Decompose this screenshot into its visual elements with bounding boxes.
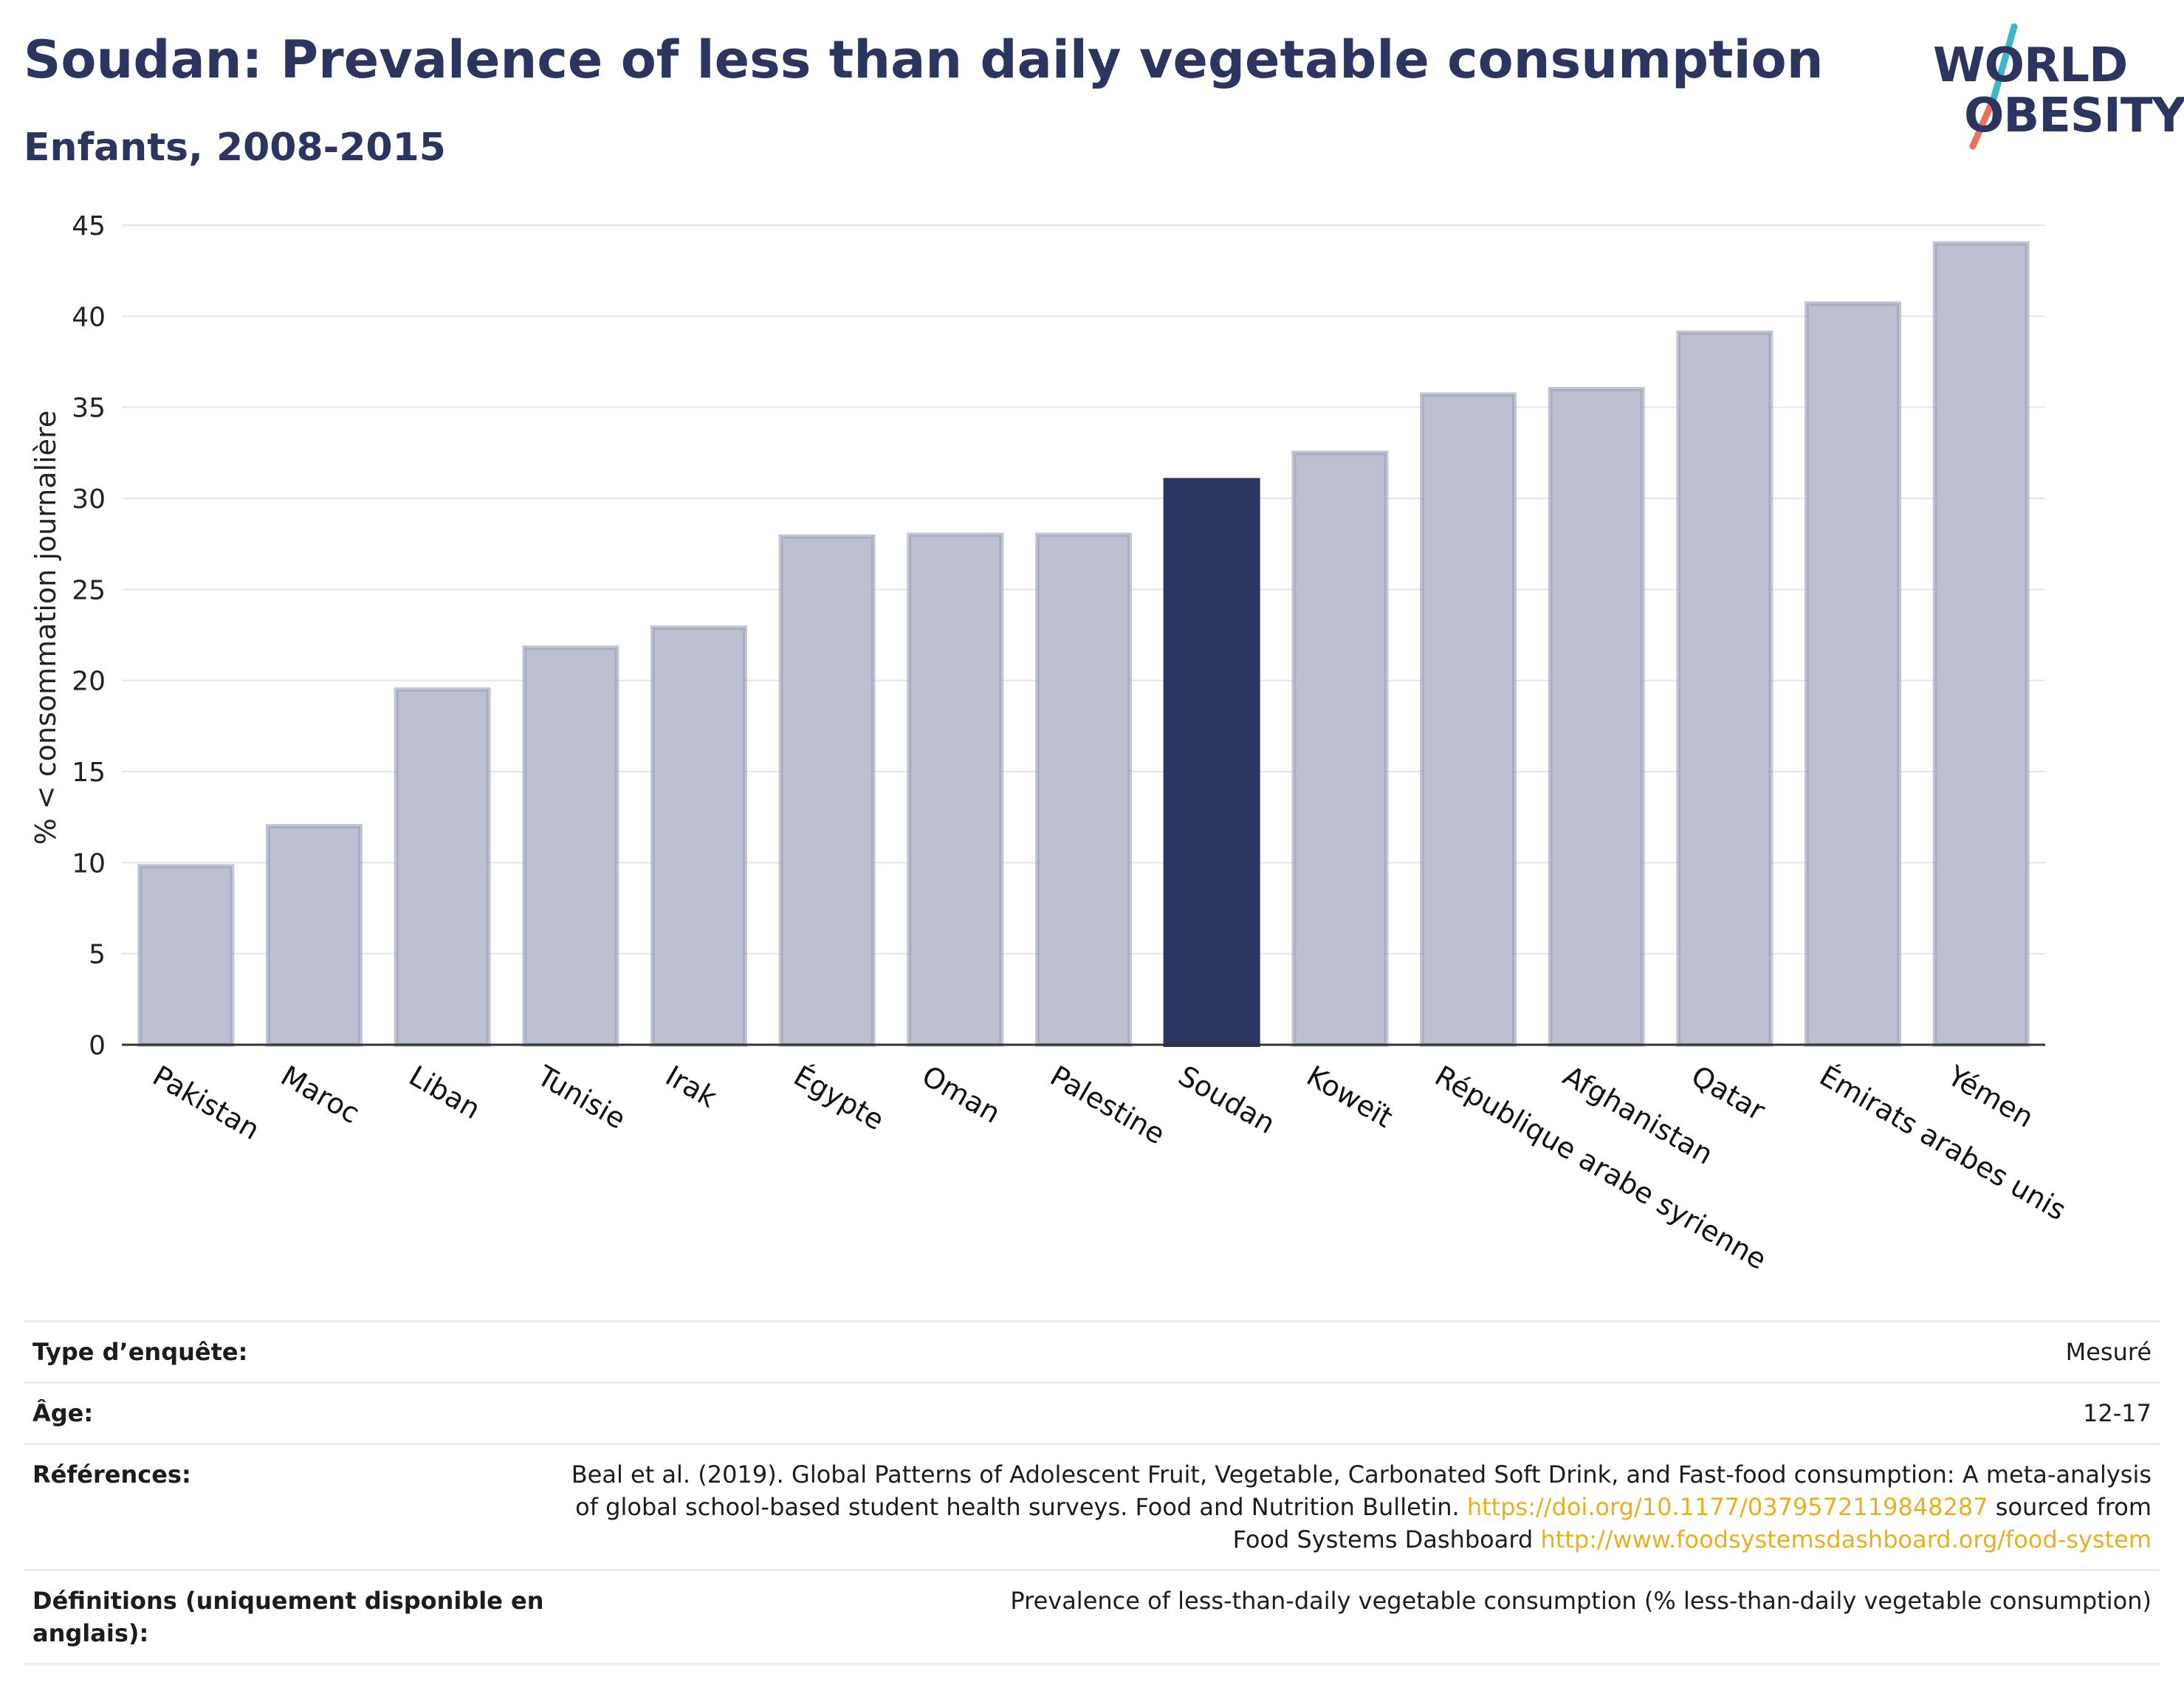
y-tick-label: 35 — [72, 394, 106, 424]
bar — [1291, 450, 1389, 1047]
reference-text: Beal et al. (2019). Global Patterns of A… — [571, 1460, 2152, 1521]
table-row-age: Âge: 12-17 — [24, 1381, 2160, 1443]
table-row-references: Références: Beal et al. (2019). Global P… — [24, 1443, 2160, 1569]
y-tick-label: 45 — [72, 211, 106, 241]
y-tick-label: 40 — [72, 302, 106, 332]
logo-slash-icon — [1969, 23, 2018, 150]
x-tick-label: Koweït — [1301, 1060, 1398, 1134]
doi-link[interactable]: https://doi.org/10.1177/0379572119848287 — [1466, 1493, 1988, 1521]
x-tick-label: Irak — [660, 1060, 722, 1114]
x-tick-label: Soudan — [1173, 1060, 1281, 1141]
dashboard-link[interactable]: http://www.foodsystemsdashboard.org/food… — [1540, 1525, 2152, 1553]
table-row-definitions: Définitions (uniquement disponible en an… — [24, 1569, 2160, 1665]
bar — [1548, 387, 1645, 1047]
x-tick-label: Égypte — [789, 1060, 890, 1137]
bar — [907, 532, 1004, 1047]
bar-highlight — [1163, 478, 1260, 1047]
bar — [1676, 330, 1773, 1047]
x-tick-label: Pakistan — [147, 1060, 265, 1147]
chart-title: Soudan: Prevalence of less than daily ve… — [24, 30, 1824, 90]
world-obesity-logo: WORLD OBESITY — [1920, 22, 2184, 155]
logo-line2: OBESITY — [1964, 89, 2184, 143]
bar — [1034, 532, 1133, 1047]
x-tick-label: Qatar — [1686, 1060, 1771, 1127]
row-value: Mesuré — [2065, 1338, 2152, 1366]
y-tick-label: 30 — [72, 484, 106, 515]
bar — [1804, 301, 1902, 1048]
bar — [522, 645, 619, 1047]
chart-subtitle: Enfants, 2008-2015 — [24, 126, 446, 170]
bar — [650, 625, 748, 1047]
x-tick-label: Oman — [916, 1060, 1006, 1130]
y-tick-label: 15 — [72, 758, 106, 788]
metadata-table: Type d’enquête: Mesuré Âge: 12-17 Référe… — [24, 1320, 2160, 1665]
row-value: Prevalence of less-than-daily vegetable … — [1010, 1587, 2152, 1615]
y-tick-label: 20 — [72, 667, 106, 697]
row-value: 12-17 — [2083, 1399, 2152, 1427]
row-key: Références: — [32, 1460, 191, 1489]
row-value: Beal et al. (2019). Global Patterns of A… — [564, 1458, 2152, 1556]
y-tick-label: 10 — [72, 848, 106, 879]
logo-line1: WORLD — [1933, 38, 2128, 93]
x-tick-label: Tunisie — [531, 1059, 631, 1136]
x-tick-label: Palestine — [1045, 1060, 1170, 1151]
reference-source: sourced from Food Systems Dashboard — [1232, 1493, 2152, 1553]
bar — [265, 824, 363, 1047]
x-tick-label: Émirats arabes unis — [1814, 1060, 2072, 1227]
bar — [778, 534, 876, 1047]
x-tick-label: Liban — [404, 1060, 486, 1126]
bar — [137, 864, 235, 1048]
row-key: Définitions (uniquement disponible en an… — [32, 1587, 544, 1647]
bar — [1932, 241, 2030, 1048]
y-tick-label: 0 — [89, 1031, 106, 1061]
table-row-survey-type: Type d’enquête: Mesuré — [24, 1320, 2160, 1381]
x-tick-label: Maroc — [275, 1060, 365, 1130]
y-tick-label: 25 — [72, 575, 106, 605]
row-key: Âge: — [32, 1399, 94, 1427]
row-key: Type d’enquête: — [32, 1338, 248, 1366]
y-tick-label: 5 — [89, 940, 106, 970]
bar — [394, 687, 491, 1047]
bar — [1419, 392, 1517, 1047]
bar-chart: 0 5 10 15 20 25 30 35 40 45 Pakistan Maroc Liban Tuni… — [72, 211, 2072, 1276]
x-tick-label: Yémen — [1942, 1059, 2039, 1134]
